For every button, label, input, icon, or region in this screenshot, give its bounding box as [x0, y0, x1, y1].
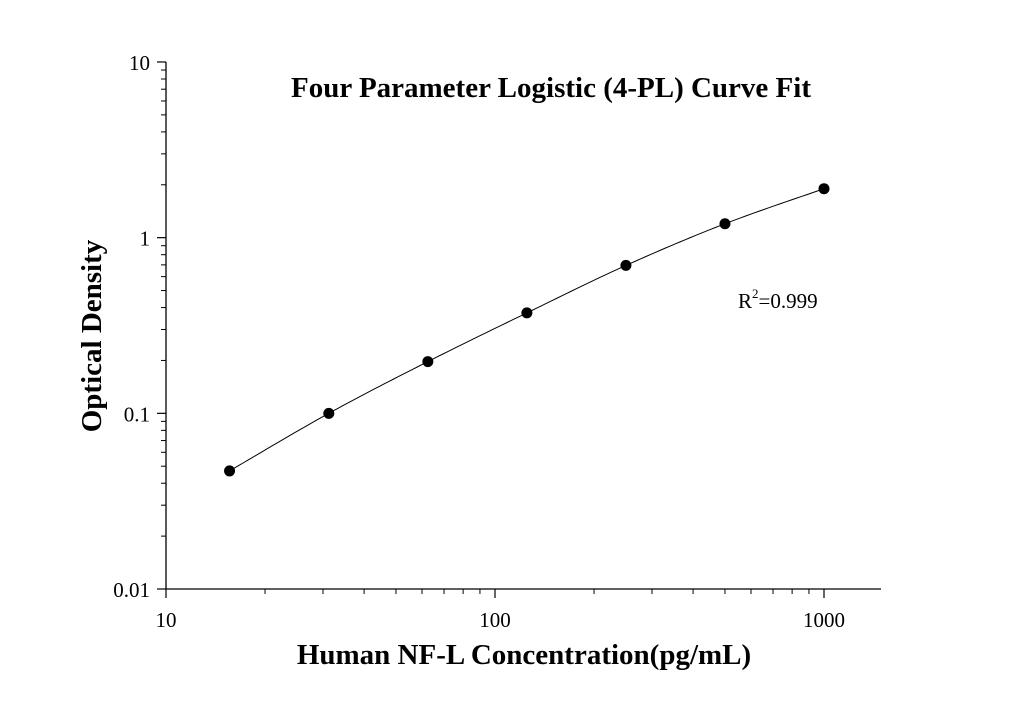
r-squared-base: R [738, 289, 752, 313]
r-squared-superscript: 2 [752, 286, 759, 301]
x-tick-label: 1000 [803, 608, 845, 632]
data-points [224, 183, 830, 477]
y-tick-label: 1 [140, 227, 151, 251]
y-tick-labels: 0.01 0.1 1 10 [113, 51, 150, 602]
r-squared-annotation: R2=0.999 [738, 286, 818, 313]
data-point [521, 307, 533, 319]
r-squared-value: =0.999 [759, 289, 818, 313]
x-axis-label: Human NF-L Concentration(pg/mL) [297, 639, 751, 671]
y-tick-label: 0.01 [113, 578, 150, 602]
data-point [719, 218, 731, 230]
data-point [422, 356, 434, 368]
data-point [818, 183, 830, 195]
x-ticks [165, 589, 825, 598]
y-tick-label: 0.1 [124, 402, 150, 426]
y-axis-label: Optical Density [76, 239, 108, 432]
x-tick-label: 100 [479, 608, 511, 632]
y-tick-label: 10 [129, 51, 150, 75]
x-tick-label: 10 [156, 608, 177, 632]
data-point [323, 407, 335, 419]
y-ticks [157, 61, 166, 590]
chart-title: Four Parameter Logistic (4-PL) Curve Fit [291, 72, 811, 104]
fit-curve [229, 188, 825, 472]
data-point [224, 465, 236, 477]
data-point [620, 259, 632, 271]
x-tick-labels: 10 100 1000 [156, 608, 846, 632]
